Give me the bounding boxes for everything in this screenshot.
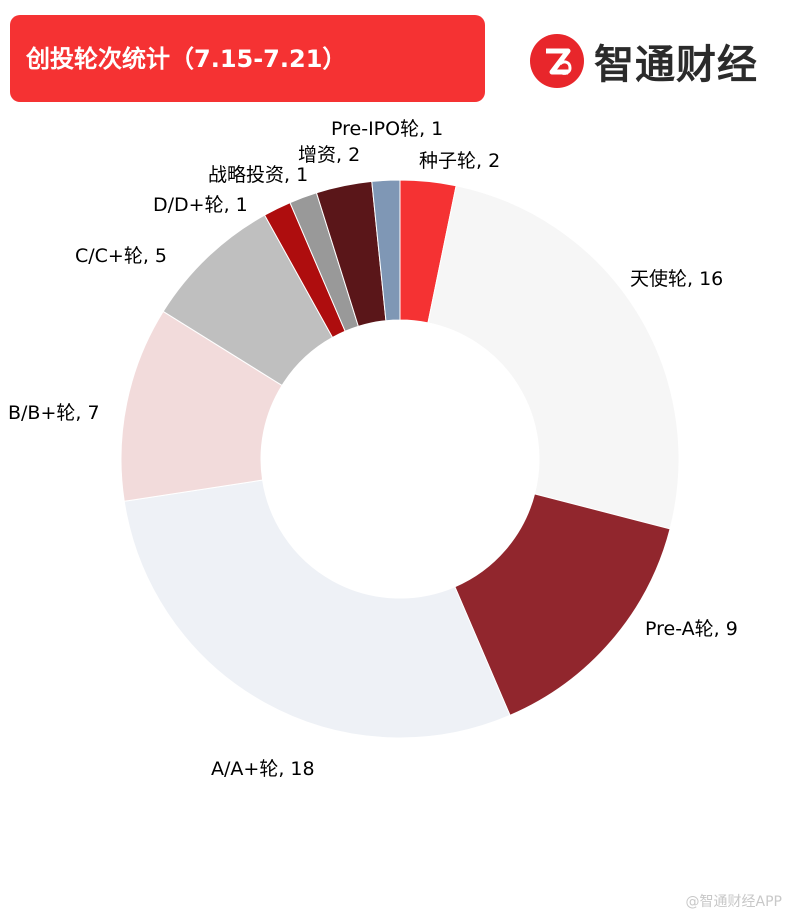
chart-labels: 种子轮, 2 天使轮, 16 Pre-A轮, 9 A/A+轮, 18 B/B+轮, 7 C… bbox=[8, 118, 738, 780]
chart-slices bbox=[120, 179, 680, 739]
title-banner: 创投轮次统计（7.15-7.21） bbox=[10, 15, 485, 102]
slice-label-2: Pre-A轮, 9 bbox=[645, 618, 738, 640]
slice-2 bbox=[454, 493, 671, 717]
slice-label-6: D/D+轮, 1 bbox=[153, 194, 248, 216]
watermark: @智通财经APP bbox=[685, 894, 782, 910]
slice-1 bbox=[427, 185, 680, 530]
page-title: 创投轮次统计（7.15-7.21） bbox=[26, 45, 347, 73]
slice-label-0: 种子轮, 2 bbox=[419, 150, 500, 172]
logo-mark-icon bbox=[530, 34, 584, 88]
logo-text: 智通财经 bbox=[594, 42, 758, 88]
slice-3 bbox=[123, 479, 511, 739]
slice-label-9: Pre-IPO轮, 1 bbox=[331, 118, 443, 140]
slice-label-4: B/B+轮, 7 bbox=[8, 402, 100, 424]
slice-label-3: A/A+轮, 18 bbox=[211, 758, 315, 780]
slice-9 bbox=[371, 179, 401, 322]
slice-label-8: 增资, 2 bbox=[298, 144, 360, 166]
slice-label-1: 天使轮, 16 bbox=[630, 268, 723, 290]
logo: 智通财经 bbox=[530, 34, 758, 88]
slice-label-5: C/C+轮, 5 bbox=[75, 245, 167, 267]
slice-label-7: 战略投资, 1 bbox=[208, 164, 308, 186]
